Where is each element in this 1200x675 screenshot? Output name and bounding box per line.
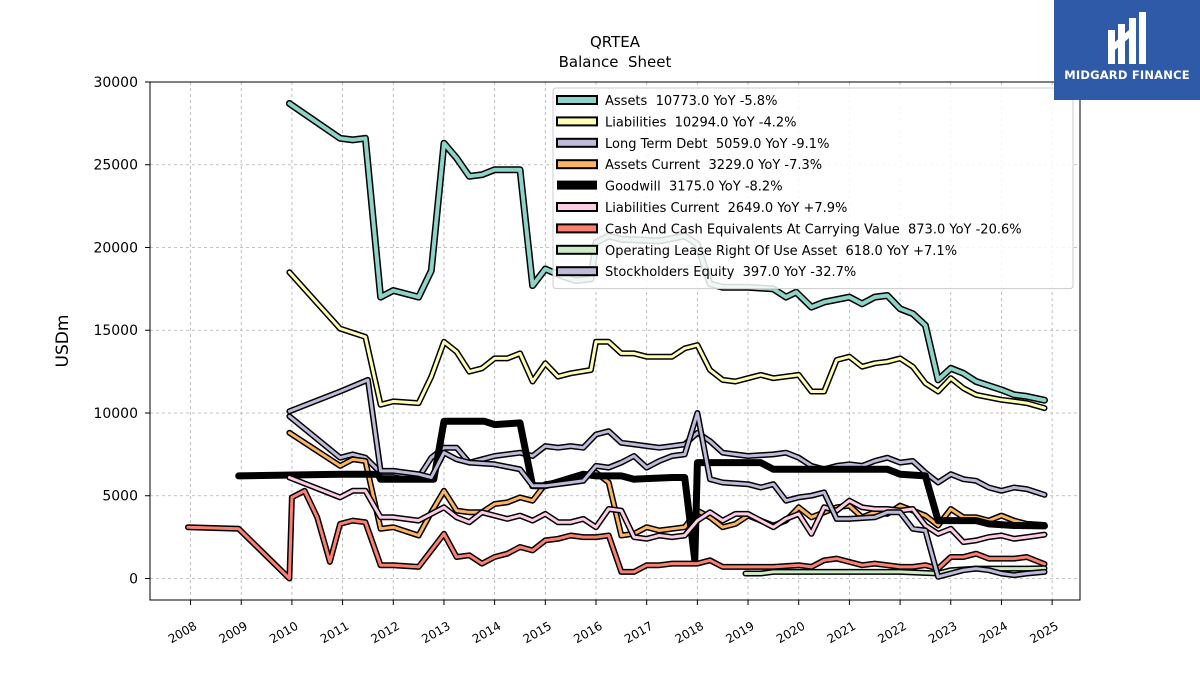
- legend-swatch: [557, 180, 597, 190]
- legend-label: Operating Lease Right Of Use Asset 618.0…: [605, 244, 957, 259]
- series-path: [235, 417, 1048, 564]
- y-tick-label: 5000: [102, 489, 138, 505]
- series-line-6: [185, 487, 1048, 582]
- legend-label: Assets 10773.0 YoY -5.8%: [605, 94, 777, 109]
- legend-item: Goodwill 3175.0 YoY -8.2%: [557, 180, 783, 195]
- legend-item: Operating Lease Right Of Use Asset 618.0…: [556, 244, 957, 259]
- legend-swatch: [556, 159, 598, 170]
- series-line-8: [286, 376, 1048, 580]
- logo-text: MIDGARD FINANCE: [1064, 68, 1190, 82]
- brand-logo: MIDGARD FINANCE: [1054, 0, 1200, 100]
- legend-label: Long Term Debt 5059.0 YoY -9.1%: [605, 137, 829, 152]
- x-tick-label: 2021: [825, 619, 858, 646]
- x-tick-label: 2016: [571, 619, 604, 646]
- legend-label: Assets Current 3229.0 YoY -7.3%: [605, 158, 822, 173]
- legend-swatch: [556, 95, 598, 105]
- legend-item: Assets Current 3229.0 YoY -7.3%: [556, 158, 822, 173]
- series-path: [186, 489, 1046, 580]
- x-tick-label: 2015: [521, 619, 554, 646]
- legend-item: Liabilities Current 2649.0 YoY +7.9%: [556, 201, 847, 216]
- legend-swatch: [556, 137, 598, 148]
- x-tick-label: 2009: [216, 619, 249, 646]
- x-tick-label: 2017: [622, 619, 655, 646]
- legend-item: Assets 10773.0 YoY -5.8%: [556, 94, 777, 109]
- legend-label: Stockholders Equity 397.0 YoY -32.7%: [605, 265, 856, 280]
- series-line-5: [286, 474, 1048, 546]
- x-tick-label: 2025: [1027, 619, 1060, 646]
- legend-label: Cash And Cash Equivalents At Carrying Va…: [605, 222, 1022, 237]
- legend-label: Liabilities Current 2649.0 YoY +7.9%: [605, 201, 847, 216]
- legend-swatch: [556, 116, 598, 127]
- x-tick-label: 2012: [369, 619, 402, 646]
- series-line-1: [286, 269, 1048, 412]
- y-tick-label: 20000: [93, 240, 138, 256]
- x-tick-label: 2018: [673, 619, 706, 646]
- legend-item: Stockholders Equity 397.0 YoY -32.7%: [556, 265, 856, 280]
- legend-swatch: [556, 202, 598, 212]
- legend-label: Liabilities 10294.0 YoY -4.2%: [605, 115, 797, 130]
- plot-frame: [149, 81, 1081, 601]
- x-tick-label: 2008: [166, 619, 199, 646]
- y-tick-label: 0: [129, 571, 138, 587]
- series-line-7: [742, 565, 1048, 577]
- series-line-4: [235, 417, 1048, 564]
- y-tick-label: 25000: [93, 158, 138, 174]
- x-tick-label: 2022: [875, 619, 908, 646]
- legend-label: Goodwill 3175.0 YoY -8.2%: [605, 180, 783, 195]
- x-tick-label: 2020: [774, 619, 807, 646]
- x-tick-label: 2019: [723, 619, 756, 646]
- logo-icon: [1108, 12, 1146, 64]
- y-tick-label: 15000: [93, 323, 138, 339]
- chart-title: QRTEA: [590, 33, 641, 51]
- x-tick-label: 2023: [926, 619, 959, 646]
- series-path: [287, 270, 1046, 410]
- legend-item: Cash And Cash Equivalents At Carrying Va…: [556, 222, 1022, 237]
- x-tick-label: 2014: [470, 619, 503, 646]
- legend-item: Long Term Debt 5059.0 YoY -9.1%: [556, 137, 829, 152]
- x-tick-label: 2010: [267, 619, 300, 646]
- x-tick-label: 2013: [419, 619, 452, 646]
- series-path: [744, 566, 1046, 575]
- legend: Assets 10773.0 YoY -5.8% Liabilities 1029…: [552, 87, 1074, 290]
- x-tick-label: 2024: [977, 619, 1010, 646]
- legend-item: Liabilities 10294.0 YoY -4.2%: [556, 115, 797, 130]
- y-axis-label: USDm: [53, 315, 73, 368]
- series-path: [287, 378, 1046, 579]
- x-tick-label: 2011: [318, 619, 351, 646]
- series-path: [287, 476, 1046, 544]
- legend-swatch: [556, 244, 598, 255]
- legend-swatch: [556, 266, 598, 277]
- chart-subtitle: Balance Sheet: [559, 53, 672, 71]
- legend-box: [552, 87, 1074, 290]
- legend-swatch: [556, 223, 598, 234]
- y-tick-label: 10000: [93, 406, 138, 422]
- y-tick-label: 30000: [93, 75, 138, 91]
